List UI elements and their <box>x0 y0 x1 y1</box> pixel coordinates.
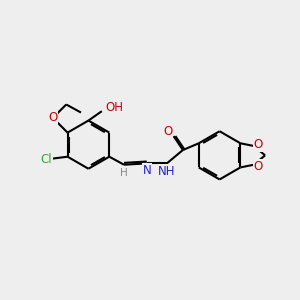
Text: O: O <box>48 111 58 124</box>
Text: O: O <box>164 125 173 138</box>
Text: N: N <box>142 164 151 177</box>
Text: NH: NH <box>158 165 175 178</box>
Text: O: O <box>253 138 262 151</box>
Text: O: O <box>253 160 262 172</box>
Text: Cl: Cl <box>40 153 52 166</box>
Text: H: H <box>120 168 128 178</box>
Text: OH: OH <box>106 101 124 114</box>
